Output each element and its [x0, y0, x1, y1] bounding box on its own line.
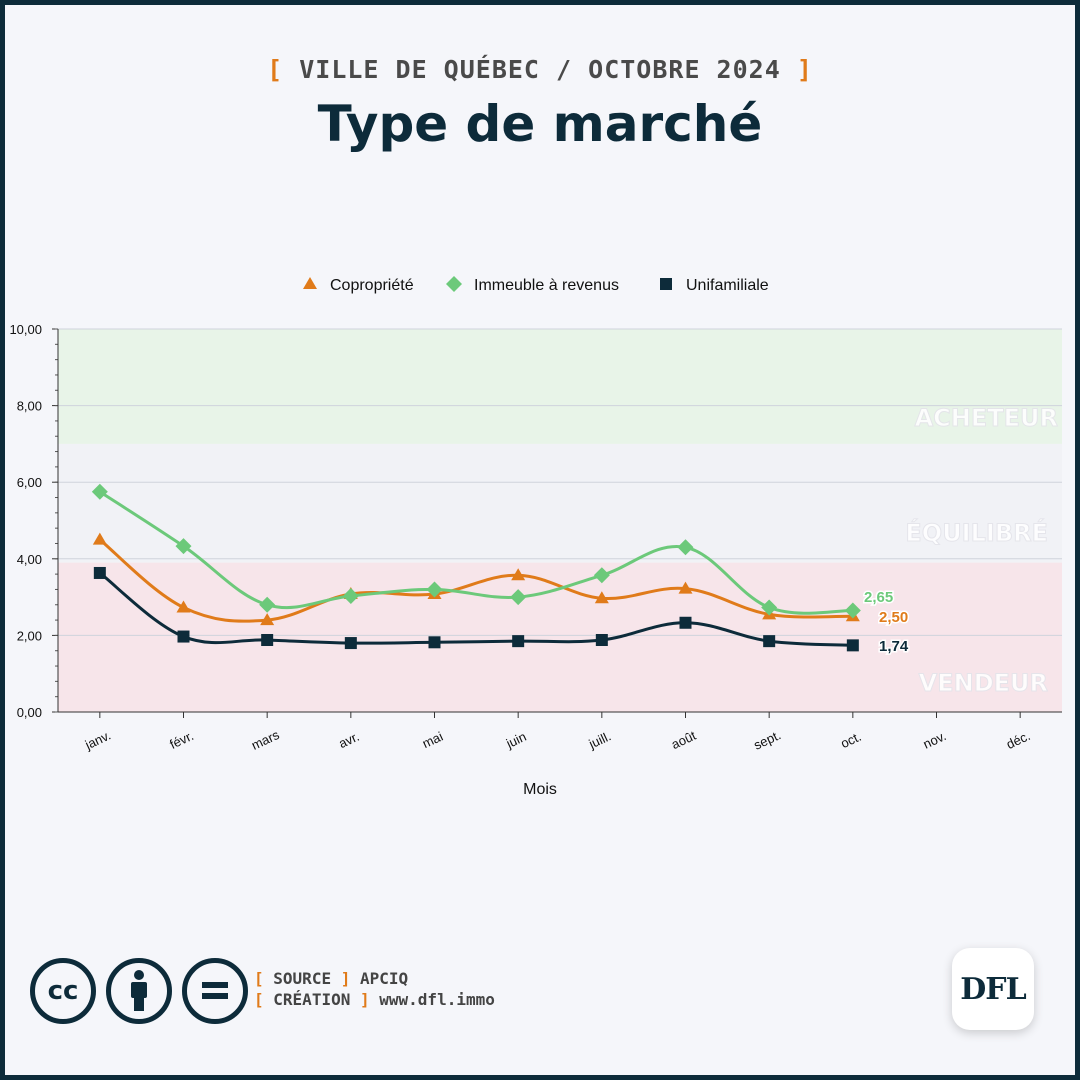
- data-point-2-5: [512, 635, 525, 648]
- data-point-1-0: [91, 483, 108, 500]
- legend-marker-2: [660, 278, 672, 290]
- source-bracket-close: ]: [340, 969, 351, 988]
- zone-label-1: ÉQUILIBRÉ: [905, 518, 1048, 547]
- data-point-1-7: [677, 539, 694, 556]
- data-point-1-1: [175, 538, 192, 555]
- y-tick-label-3: 6,00: [17, 475, 42, 490]
- data-point-2-8: [763, 635, 776, 648]
- y-tick-label-0: 0,00: [17, 705, 42, 720]
- end-label-2: 1,74: [879, 638, 909, 655]
- data-point-0-6: [594, 591, 609, 604]
- creation-bracket-close: ]: [359, 990, 370, 1009]
- series-line-0: [98, 538, 853, 623]
- source-line: [ SOURCE ] APCIQ: [254, 968, 495, 989]
- data-point-2-2: [261, 633, 274, 646]
- zone-0: [58, 329, 1062, 444]
- data-point-2-6: [595, 633, 608, 646]
- y-tick-label-1: 2,00: [17, 628, 42, 643]
- creative-commons-icon: cc: [30, 958, 96, 1024]
- data-point-2-3: [344, 637, 357, 650]
- series-line-1: [99, 490, 853, 615]
- subtitle-bracket-close: ]: [796, 55, 813, 84]
- x-tick-label-6: juill.: [586, 728, 614, 751]
- legend-label-1: Immeuble à revenus: [474, 277, 619, 294]
- data-point-2-7: [679, 616, 692, 629]
- x-tick-label-11: déc.: [1004, 728, 1033, 752]
- x-tick-label-10: nov.: [921, 728, 949, 752]
- legend-label-2: Unifamiliale: [686, 277, 769, 294]
- attribution-icon: [106, 958, 172, 1024]
- footer-credits: [ SOURCE ] APCIQ [ CRÉATION ] www.dfl.im…: [254, 968, 495, 1010]
- data-point-2-0: [93, 566, 106, 579]
- legend-marker-1: [446, 276, 462, 292]
- cc-label: cc: [47, 976, 79, 1006]
- creation-bracket-open: [: [254, 990, 264, 1009]
- x-tick-label-0: janv.: [82, 728, 113, 753]
- end-label-0: 2,50: [879, 609, 908, 626]
- no-derivatives-icon: [182, 958, 248, 1024]
- x-tick-label-9: oct.: [838, 729, 863, 751]
- creation-value[interactable]: www.dfl.immo: [379, 990, 495, 1009]
- x-tick-label-5: juin: [503, 729, 529, 752]
- creation-key: CRÉATION: [273, 990, 351, 1009]
- x-tick-label-4: mai: [420, 729, 445, 751]
- legend-label-0: Copropriété: [330, 277, 414, 294]
- x-tick-label-8: sept.: [751, 727, 783, 753]
- creation-line: [ CRÉATION ] www.dfl.immo: [254, 989, 495, 1010]
- data-point-2-9: [846, 639, 859, 652]
- y-tick-label-5: 10,00: [9, 322, 42, 337]
- chart-title: Type de marché: [317, 95, 763, 153]
- data-point-0-7: [678, 581, 693, 594]
- data-point-2-4: [428, 636, 441, 649]
- data-point-0-5: [511, 568, 526, 581]
- y-tick-label-2: 4,00: [17, 552, 42, 567]
- subtitle-bracket-open: [: [267, 55, 284, 84]
- data-point-2-1: [177, 630, 190, 643]
- x-axis-label: Mois: [523, 781, 557, 798]
- data-point-1-5: [510, 589, 527, 606]
- end-label-1: 2,65: [864, 589, 893, 606]
- source-bracket-open: [: [254, 969, 264, 988]
- zone-label-0: ACHETEUR: [915, 404, 1058, 432]
- source-value: APCIQ: [360, 969, 409, 988]
- zone-1: [58, 443, 1062, 563]
- series-line-2: [98, 571, 853, 647]
- data-point-0-0: [92, 532, 107, 545]
- data-point-0-1: [176, 600, 191, 613]
- source-key: SOURCE: [273, 969, 332, 988]
- legend-marker-0: [303, 277, 317, 289]
- x-tick-label-2: mars: [249, 727, 282, 753]
- data-point-1-6: [593, 567, 610, 584]
- x-tick-label-3: avr.: [336, 729, 361, 751]
- dfl-logo: DFL: [952, 948, 1034, 1030]
- chart-subtitle: [ VILLE DE QUÉBEC / OCTOBRE 2024 ]: [0, 55, 1080, 84]
- data-point-1-4: [426, 581, 443, 598]
- data-point-1-9: [844, 602, 861, 619]
- data-point-0-2: [260, 613, 275, 626]
- data-point-1-3: [342, 587, 359, 604]
- data-point-1-8: [761, 599, 778, 616]
- y-tick-label-4: 8,00: [17, 399, 42, 414]
- license-icons: cc: [30, 958, 248, 1024]
- subtitle-text: VILLE DE QUÉBEC / OCTOBRE 2024: [299, 55, 781, 84]
- data-point-1-2: [259, 596, 276, 613]
- zone-label-2: VENDEUR: [919, 669, 1048, 697]
- x-tick-label-7: août: [669, 728, 699, 752]
- x-tick-label-1: févr.: [167, 728, 196, 752]
